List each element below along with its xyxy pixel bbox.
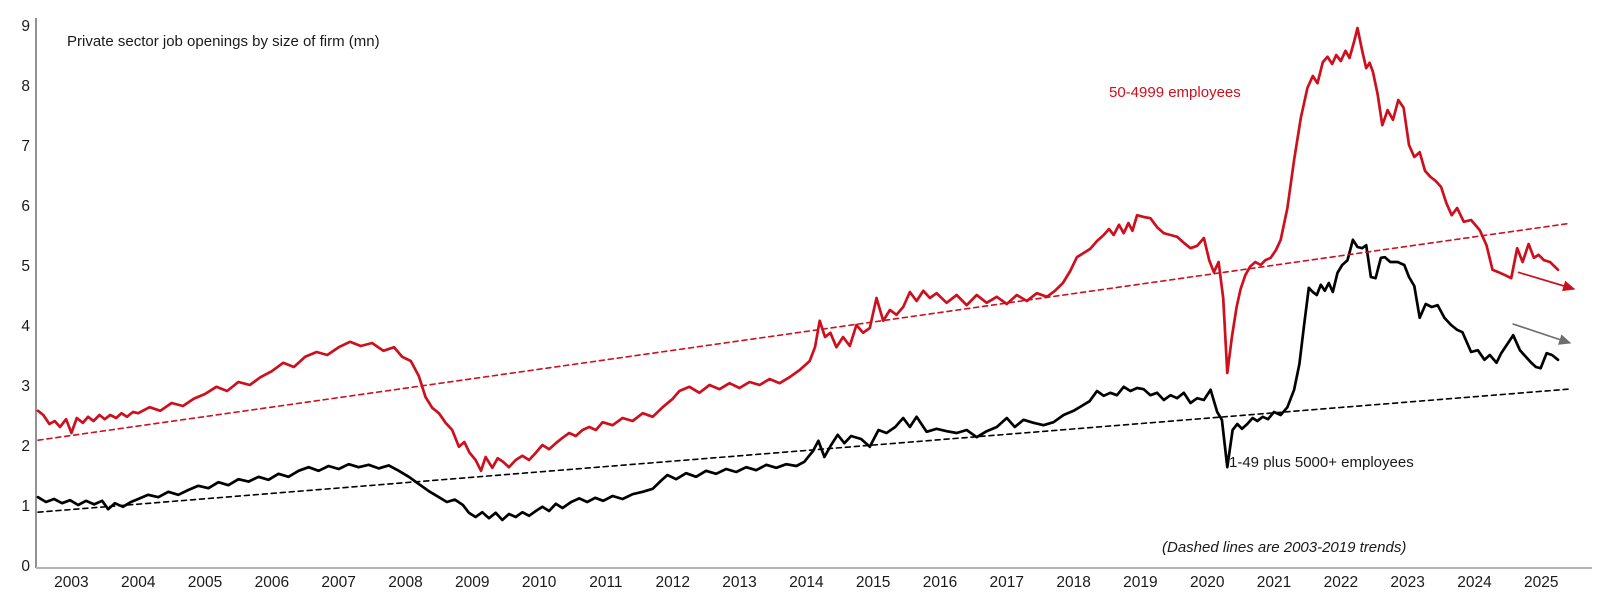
axes: [35, 18, 1592, 569]
x-tick-label: 2003: [54, 574, 89, 591]
x-tick-label: 2013: [722, 574, 757, 591]
x-tick-label: 2019: [1123, 574, 1158, 591]
gray-trend-arrow: [1512, 322, 1572, 345]
y-tick-label: 8: [21, 78, 30, 95]
x-tick-label: 2025: [1524, 574, 1559, 591]
trend-arrows: [1512, 271, 1576, 345]
x-tick-label: 2014: [789, 574, 824, 591]
y-tick-label: 2: [21, 438, 30, 455]
chart-title: Private sector job openings by size of f…: [67, 33, 380, 50]
x-tick-label: 2015: [855, 574, 891, 591]
x-tick-label: 2018: [1056, 574, 1091, 591]
y-tick-label: 6: [21, 198, 30, 215]
x-tick-label: 2021: [1256, 574, 1292, 591]
x-tick-label: 2022: [1323, 574, 1359, 591]
x-tick-label: 2006: [254, 574, 290, 591]
y-tick-label: 0: [21, 558, 30, 575]
x-tick-label: 2016: [922, 574, 958, 591]
y-tick-label: 3: [21, 378, 30, 395]
series-line-3: [37, 388, 1569, 514]
x-tick-label: 2008: [388, 574, 423, 591]
y-tick-label: 5: [21, 258, 30, 275]
x-tick-label: 2009: [455, 574, 490, 591]
x-tick-label: 2005: [187, 574, 223, 591]
red-trend-arrow: [1517, 271, 1576, 292]
trend-note: (Dashed lines are 2003-2019 trends): [1162, 539, 1407, 556]
series-label-1-49-plus-5000: 1-49 plus 5000+ employees: [1229, 454, 1414, 471]
y-tick-label: 4: [21, 318, 30, 335]
x-tick-label: 2011: [589, 574, 623, 591]
x-tick-label: 2023: [1390, 574, 1425, 591]
series-label-50-4999: 50-4999 employees: [1109, 84, 1241, 101]
y-tick-label: 1: [21, 498, 30, 515]
series-line-0: [36, 26, 1560, 473]
x-tick-label: 2024: [1457, 574, 1492, 591]
series-line-2: [37, 222, 1569, 442]
x-tick-label: 2020: [1189, 574, 1225, 591]
x-tick-label: 2010: [521, 574, 557, 591]
y-tick-label: 9: [21, 18, 30, 35]
x-tick-label: 2004: [120, 574, 156, 591]
x-tick-label: 2012: [655, 574, 690, 591]
series-line-1: [36, 238, 1560, 522]
x-tick-label: 2007: [321, 574, 356, 591]
x-tick-label: 2017: [989, 574, 1024, 591]
series-lines: [36, 26, 1569, 522]
y-tick-label: 7: [21, 138, 30, 155]
